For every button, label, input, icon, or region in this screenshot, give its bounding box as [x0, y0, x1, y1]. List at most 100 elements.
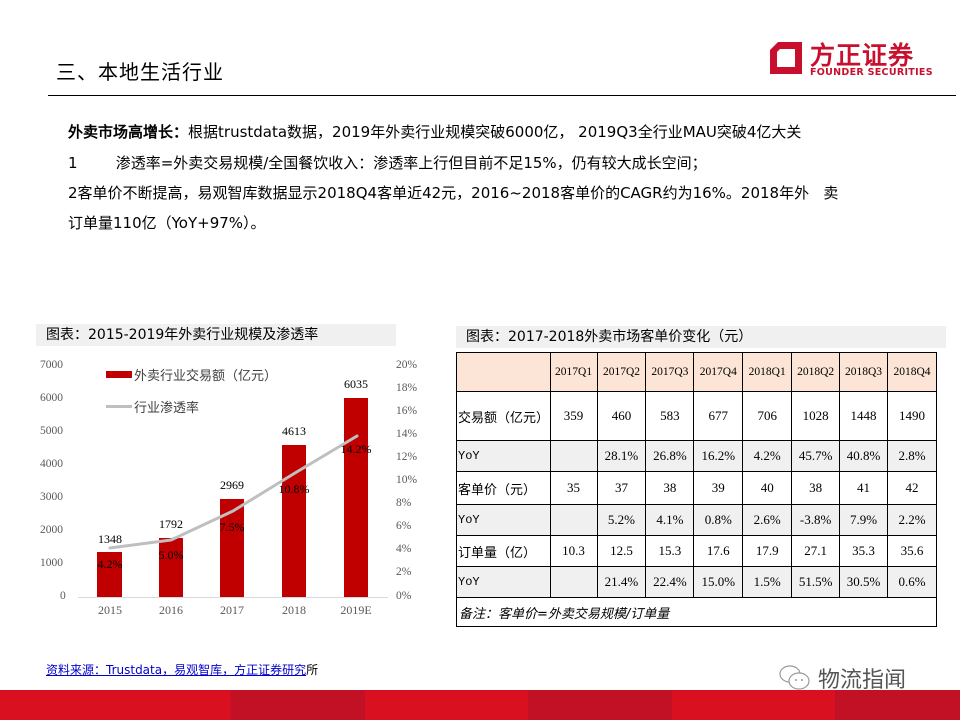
page-title: 三、本地生活行业 [56, 60, 224, 84]
x-tick-label: 2019E [340, 603, 372, 617]
market-size-chart: 7000 6000 5000 4000 3000 2000 1000 0 20%… [30, 355, 440, 620]
watermark: 物流指闻 [778, 662, 906, 694]
table-cell [549, 504, 598, 536]
penetration-label: 4.2% [97, 557, 123, 571]
table-cell: 1448 [839, 391, 888, 441]
table-cell: 28.1% [596, 440, 647, 472]
table-cell: 37 [596, 471, 647, 505]
table-cell: 17.9 [742, 535, 793, 567]
header-cell [456, 352, 551, 392]
table-cell: 35.6 [887, 535, 937, 567]
penetration-label: 14.2% [340, 442, 372, 456]
table-cell: 39 [693, 471, 744, 505]
table-cell: 4.1% [645, 504, 695, 536]
table-cell: 12.5 [596, 535, 647, 567]
table-cell: 30.5% [839, 566, 888, 598]
paragraph-line-3: 2客单价不断提高，易观智库数据显示2018Q4客单近42元，2016~2018客… [68, 184, 839, 202]
bar-2019e [344, 398, 368, 597]
table-cell: 706 [742, 391, 793, 441]
bar-2015 [97, 552, 122, 597]
y-right-tick: 2% [396, 566, 412, 578]
table-cell: 17.6 [693, 535, 744, 567]
y-right-tick: 18% [396, 382, 418, 394]
watermark-text: 物流指闻 [818, 668, 907, 693]
source-tail: 所 [306, 663, 319, 677]
legend-item-line: 行业渗透率 [106, 397, 199, 416]
table-cell: 2.6% [742, 504, 793, 536]
y-left-tick: 4000 [40, 458, 63, 470]
table-header-row: 2017Q1 2017Q2 2017Q3 2017Q4 2018Q1 2018Q… [456, 352, 937, 392]
table-row: 订单量（亿） 10.3 12.5 15.3 17.6 17.9 27.1 35.… [456, 535, 937, 567]
price-table: 2017Q1 2017Q2 2017Q3 2017Q4 2018Q1 2018Q… [456, 352, 937, 627]
table-cell: 460 [596, 391, 647, 441]
y-right-tick: 16% [396, 405, 418, 417]
y-right-tick: 20% [396, 359, 418, 371]
logo-mark-icon [770, 42, 802, 74]
table-cell: 2.2% [887, 504, 937, 536]
row-label: 客单价（元） [456, 471, 551, 505]
header-cell: 2018Q2 [791, 352, 841, 392]
header-cell: 2017Q4 [693, 352, 744, 392]
highlight-lead: 外卖市场高增长： [68, 123, 189, 141]
x-tick-label: 2015 [98, 603, 122, 617]
x-tick-label: 2018 [282, 603, 306, 617]
table-cell: 0.8% [693, 504, 744, 536]
bar-value-label: 1792 [159, 517, 183, 531]
table-cell: 1.5% [742, 566, 793, 598]
table-cell: 40 [742, 471, 793, 505]
penetration-label: 5.0% [158, 548, 184, 562]
bar-value-label: 6035 [344, 377, 368, 391]
table-cell: 15.3 [645, 535, 695, 567]
left-chart-title: 图表：2015-2019年外卖行业规模及渗透率 [36, 324, 396, 346]
table-cell: 1490 [887, 391, 937, 441]
table-cell: 583 [645, 391, 695, 441]
header-cell: 2017Q2 [596, 352, 647, 392]
y-right-tick: 4% [396, 543, 412, 555]
table-cell: 5.2% [596, 504, 647, 536]
paragraph-text: 根据trustdata数据，2019年外卖行业规模突破6000亿， 2019Q3… [188, 123, 802, 141]
y-right-tick: 8% [396, 497, 412, 509]
table-cell: -3.8% [791, 504, 841, 536]
legend-item-bar: 外卖行业交易额（亿元） [106, 365, 277, 384]
y-right-tick: 12% [396, 451, 418, 463]
y-left-tick: 1000 [40, 557, 63, 569]
paragraph-line-1: 外卖市场高增长：根据trustdata数据，2019年外卖行业规模突破6000亿… [68, 121, 801, 142]
header-cell: 2017Q3 [645, 352, 695, 392]
table-row: YoY 5.2% 4.1% 0.8% 2.6% -3.8% 7.9% 2.2% [456, 504, 937, 536]
table-row: YoY 21.4% 22.4% 15.0% 1.5% 51.5% 30.5% 0… [456, 566, 937, 598]
table-note-row: 备注：客单价=外卖交易规模/订单量 [456, 597, 937, 627]
y-left-tick: 5000 [40, 425, 63, 437]
title-divider [48, 95, 956, 96]
table-cell: 0.6% [887, 566, 937, 598]
legend-line-swatch-icon [106, 405, 132, 408]
y-left-tick: 2000 [40, 524, 63, 536]
table-cell: 35 [549, 471, 598, 505]
founder-securities-logo: 方正证券 FOUNDER SECURITIES [768, 38, 948, 84]
table-cell: 10.3 [549, 535, 598, 567]
table-cell: 41 [839, 471, 888, 505]
y-right-tick: 14% [396, 428, 418, 440]
x-axis-line [78, 597, 388, 598]
right-table-title: 图表：2017-2018外卖市场客单价变化（元） [456, 326, 946, 348]
y-right-tick: 10% [396, 474, 418, 486]
table-cell: 22.4% [645, 566, 695, 598]
source-link[interactable]: 资料来源：Trustdata，易观智库，方正证券研究 [46, 663, 307, 677]
table-cell: 45.7% [791, 440, 841, 472]
row-label: YoY [456, 566, 551, 598]
table-cell: 38 [791, 471, 841, 505]
table-cell: 7.9% [839, 504, 888, 536]
footer-bar [0, 690, 960, 720]
table-cell: 26.8% [645, 440, 695, 472]
paragraph-line-2: 1 渗透率=外卖交易规模/全国餐饮收入：渗透率上行但目前不足15%，仍有较大成长… [68, 154, 707, 172]
row-label: 订单量（亿） [456, 535, 551, 567]
row-label: YoY [456, 440, 551, 472]
table-cell [549, 440, 598, 472]
x-tick-label: 2017 [220, 603, 244, 617]
logo-text-en: FOUNDER SECURITIES [810, 67, 933, 78]
legend-label: 行业渗透率 [134, 401, 200, 416]
row-label: 交易额（亿元） [456, 391, 551, 441]
legend-bar-swatch-icon [106, 371, 132, 378]
penetration-line [108, 434, 359, 550]
table-row: 客单价（元） 35 37 38 39 40 38 41 42 [456, 471, 937, 505]
table-cell: 27.1 [791, 535, 841, 567]
